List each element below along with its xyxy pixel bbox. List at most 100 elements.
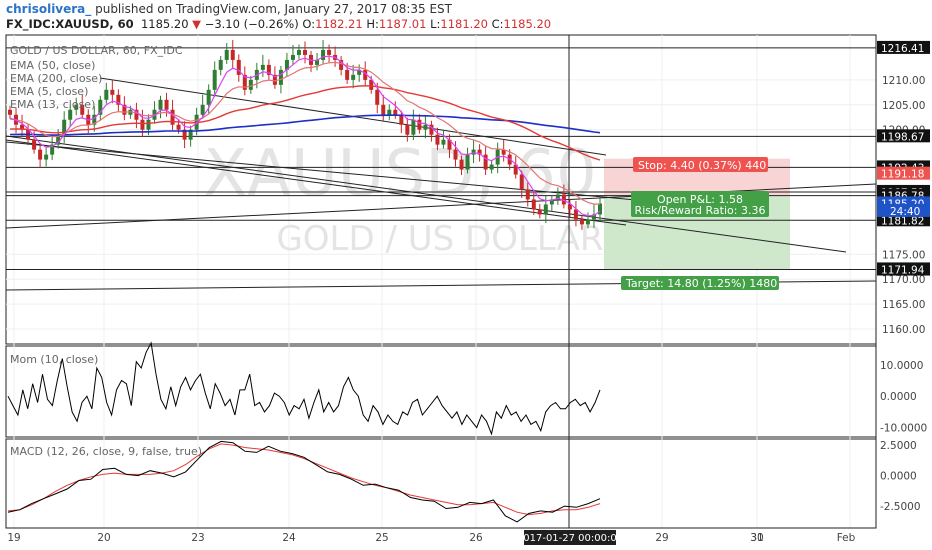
price-change: −3.10 (−0.26%) <box>204 17 299 31</box>
candle-body <box>68 109 73 120</box>
open-value: 1182.21 <box>315 17 363 31</box>
mom-title[interactable]: Mom (10, close) <box>10 353 99 366</box>
candle-body <box>32 139 37 150</box>
candle-body <box>537 209 542 215</box>
time-tick: 26 <box>469 532 483 544</box>
macd-title[interactable]: MACD (12, 26, close, 9, false, true) <box>10 445 203 458</box>
candle-body <box>405 124 410 135</box>
candle-body <box>531 199 536 210</box>
macd-tick: -2.5000 <box>880 501 921 513</box>
price-label: 1171.94 <box>881 265 925 277</box>
time-tick: 29 <box>655 532 668 544</box>
legend-ema-5[interactable]: EMA (5, close) <box>10 85 89 98</box>
price-tick: 1165.00 <box>882 299 925 311</box>
candle-body <box>598 203 602 215</box>
stop-label: Stop: 4.40 (0.37%) 440 <box>638 159 766 172</box>
candle-body <box>182 129 187 140</box>
candle-body <box>447 139 452 150</box>
candle-body <box>44 154 49 160</box>
candle-body <box>284 59 289 70</box>
candle-body <box>375 89 380 105</box>
rr-label: Risk/Reward Ratio: 3.36 <box>635 204 766 217</box>
high-value: 1187.01 <box>378 17 427 31</box>
low-value: 1181.20 <box>440 17 488 31</box>
candle-body <box>561 194 566 205</box>
legend-ema-13[interactable]: EMA (13, close) <box>10 98 96 111</box>
pane-1 <box>5 345 877 438</box>
price-label-box <box>877 166 930 180</box>
legend-title[interactable]: GOLD / US DOLLAR, 60, FX_IDC <box>10 44 183 57</box>
mom-tick: 10.0000 <box>880 360 923 372</box>
ema-50-line <box>9 85 601 161</box>
candle-body <box>555 194 560 200</box>
watermark-symbol: XAUUSD, 60 <box>203 137 596 211</box>
price-label-box <box>877 129 930 143</box>
candle-body <box>296 49 301 55</box>
candle-body <box>170 109 175 125</box>
ema-200-line <box>9 114 601 136</box>
price-tick: 1205.00 <box>882 100 925 112</box>
candle-body <box>579 219 584 225</box>
price-label: 1181.82 <box>881 215 924 227</box>
legend-ema-50[interactable]: EMA (50, close) <box>10 59 96 72</box>
candle-body <box>248 79 253 90</box>
symbol-ohlc-bar: FX_IDC:XAUUSD, 60 1185.20 ▼ −3.10 (−0.26… <box>6 17 551 31</box>
candle-body <box>393 109 398 115</box>
candle-body <box>116 94 121 105</box>
legend-ema-200[interactable]: EMA (200, close) <box>10 72 103 85</box>
candle-body <box>465 154 470 170</box>
candle-body <box>122 104 127 115</box>
target-label-box <box>621 276 779 290</box>
candle-body <box>158 99 163 110</box>
candle-body <box>164 99 169 110</box>
candle-body <box>50 144 55 155</box>
publish-info: published on TradingView.com, January 27… <box>91 2 452 16</box>
candle-body <box>278 69 283 85</box>
candle-body <box>387 109 392 115</box>
candle-body <box>345 69 350 80</box>
candle-body <box>200 104 205 115</box>
candle-body <box>212 69 217 90</box>
macd-signal-line <box>7 443 601 516</box>
trend-line <box>5 141 637 201</box>
candle-body <box>266 64 271 75</box>
time-tick: 30 <box>750 532 763 544</box>
candle-body <box>435 134 440 145</box>
candle-body <box>74 104 79 110</box>
candle-body <box>339 59 344 70</box>
candle-body <box>489 164 494 170</box>
candle-body <box>525 189 530 200</box>
candle-body <box>327 49 332 55</box>
candle-body <box>272 74 277 85</box>
candle-body <box>98 99 103 115</box>
candle-body <box>549 199 554 205</box>
time-tick: 19 <box>7 532 20 544</box>
price-tick: 1210.00 <box>882 75 925 87</box>
close-label: C: <box>491 17 504 31</box>
price-label: 1216.41 <box>881 43 924 55</box>
candle-body <box>80 104 85 115</box>
candle-body <box>423 124 428 130</box>
candle-body <box>501 149 506 155</box>
price-label: 1198.67 <box>881 131 924 143</box>
price-label-box <box>877 262 930 276</box>
candle-body <box>453 149 458 160</box>
momentum-line <box>7 341 601 436</box>
ema-13-line <box>9 61 601 205</box>
trend-line <box>5 139 627 226</box>
candle-body <box>230 49 235 60</box>
author-link[interactable]: chrisolivera_ <box>6 2 92 16</box>
time-tick: 31 <box>750 532 763 544</box>
last-price: 1185.20 <box>140 17 189 31</box>
candle-body <box>290 54 295 60</box>
candle-body <box>206 89 211 105</box>
high-label: H: <box>366 17 379 31</box>
candle-body <box>188 129 193 140</box>
candle-body <box>519 174 524 190</box>
stop-label-box <box>633 157 768 172</box>
candle-body <box>459 159 464 170</box>
candle-body <box>357 69 362 75</box>
time-tick: 20 <box>97 532 110 544</box>
price-tick: 1160.00 <box>882 324 925 336</box>
